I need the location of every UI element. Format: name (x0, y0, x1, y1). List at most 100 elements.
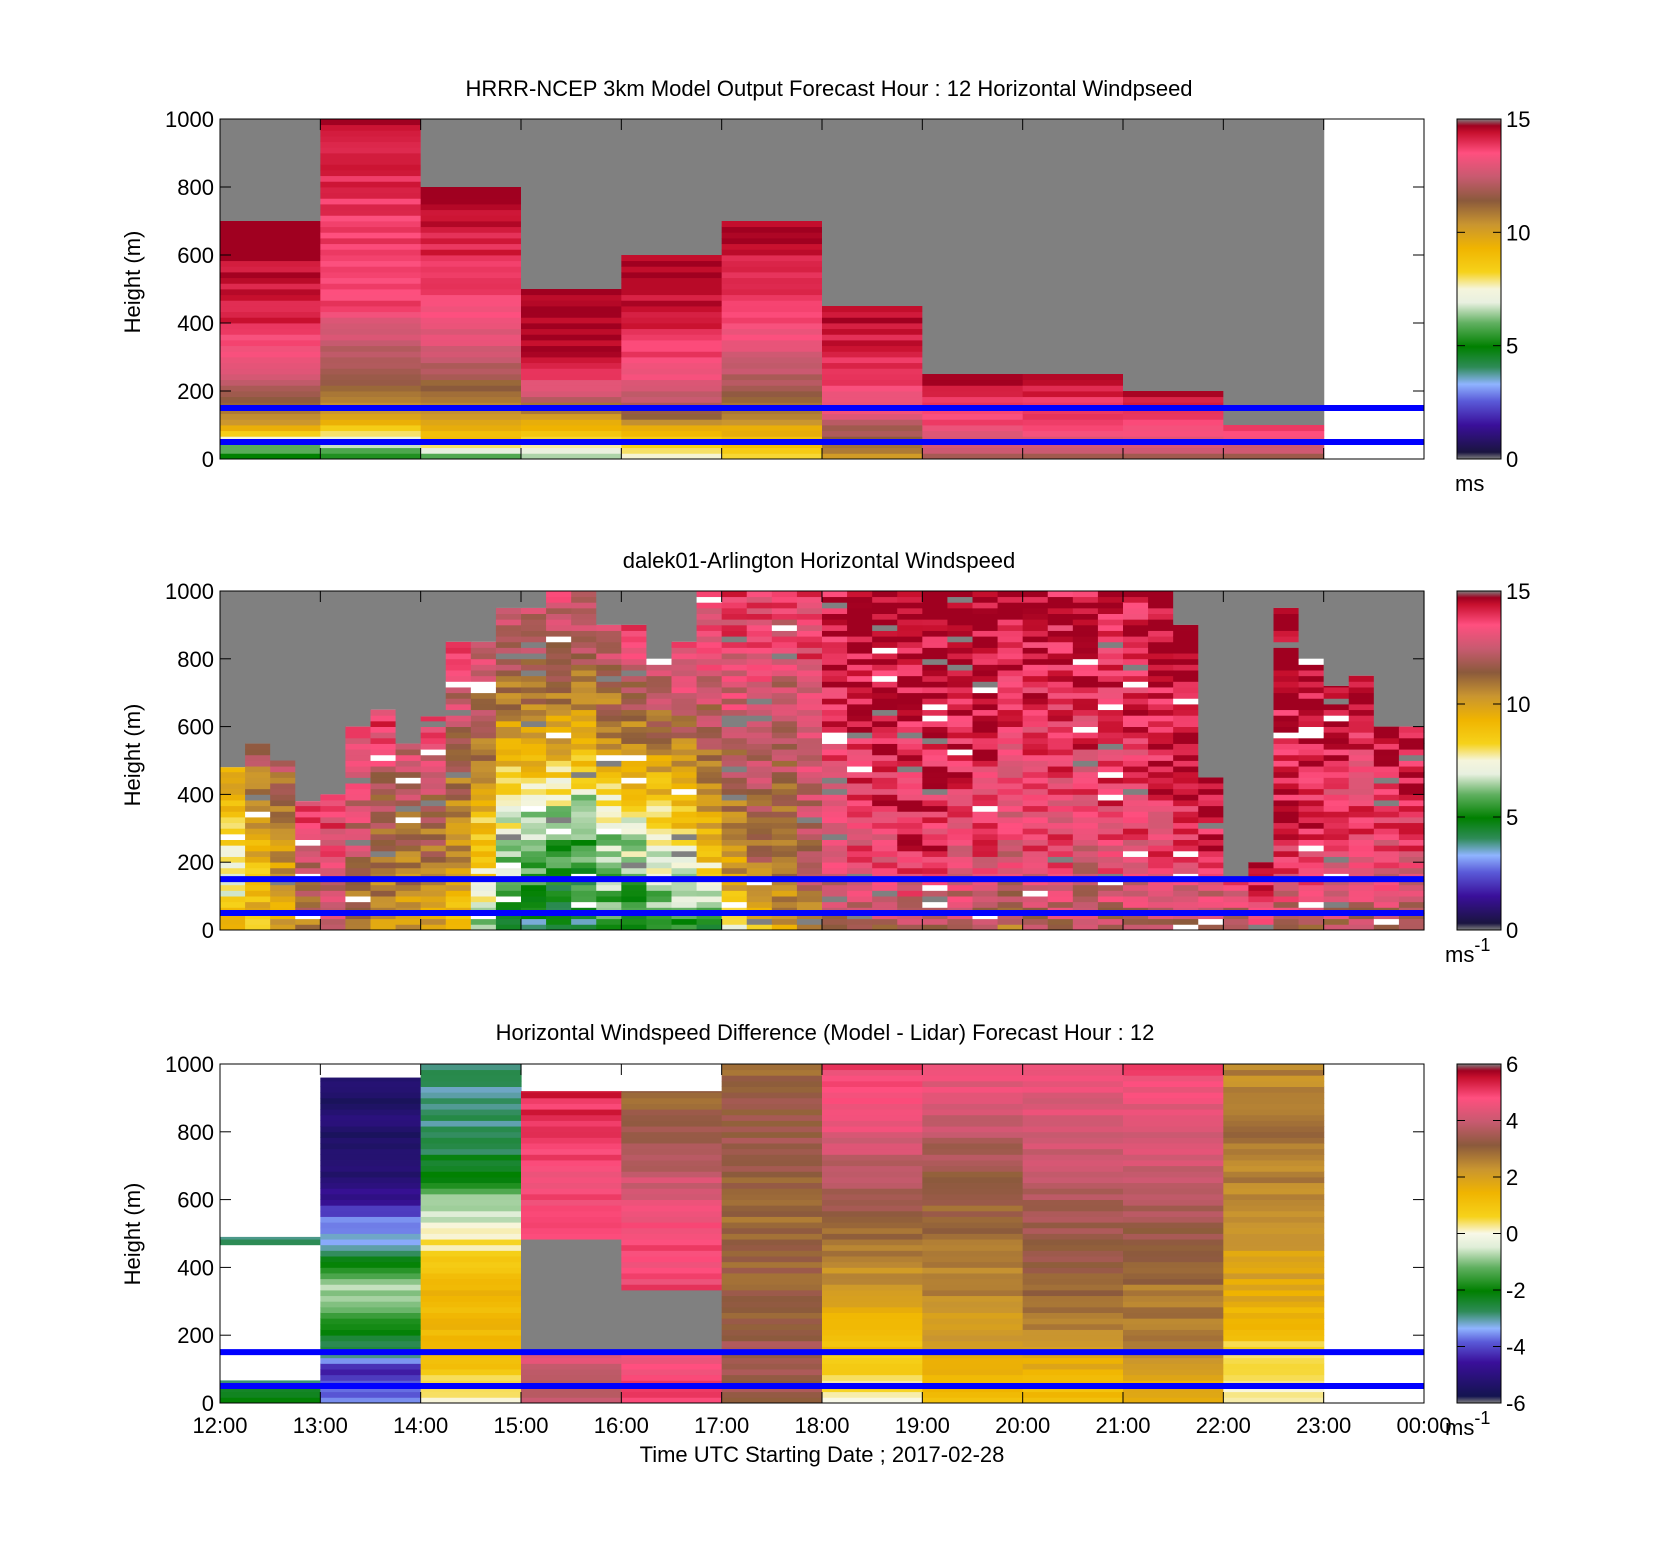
heatmap-cell (521, 743, 547, 750)
heatmap-cell (596, 743, 622, 750)
heatmap-cell (721, 413, 823, 420)
heatmap-cell (220, 243, 321, 250)
heatmap-cell (1047, 641, 1074, 648)
heatmap-cell (470, 698, 497, 705)
missing-data-cell (796, 918, 823, 925)
heatmap-cell (822, 334, 923, 341)
heatmap-cell (922, 1154, 1024, 1161)
heatmap-cell (822, 1097, 923, 1104)
heatmap-cell (220, 783, 246, 790)
heatmap-cell (220, 277, 321, 284)
heatmap-cell (245, 800, 271, 807)
heatmap-cell (1148, 670, 1174, 677)
heatmap-cell (320, 323, 422, 330)
heatmap-cell (420, 732, 447, 739)
heatmap-cell (796, 794, 823, 801)
missing-data-cell (495, 896, 522, 903)
heatmap-cell (621, 737, 648, 744)
heatmap-cell (922, 1177, 1024, 1184)
heatmap-cell (445, 698, 472, 705)
heatmap-cell (771, 817, 798, 824)
heatmap-cell (822, 720, 848, 727)
heatmap-cell (696, 918, 723, 925)
heatmap-cell (922, 413, 1024, 420)
heatmap-cell (1348, 811, 1375, 818)
heatmap-cell (646, 867, 673, 874)
heatmap-cell (1022, 901, 1049, 908)
heatmap-cell (420, 334, 522, 341)
heatmap-cell (1022, 766, 1049, 773)
heatmap-cell (220, 357, 321, 364)
missing-data-cell (546, 817, 572, 824)
heatmap-cell (220, 294, 321, 301)
heatmap-cell (922, 1216, 1024, 1223)
missing-data-cell (1173, 850, 1199, 857)
heatmap-cell (721, 1148, 823, 1155)
heatmap-cell (746, 800, 773, 807)
heatmap-cell (320, 385, 422, 392)
heatmap-cell (1123, 1312, 1224, 1319)
heatmap-cell (671, 675, 698, 682)
heatmap-cell (922, 1120, 1024, 1127)
heatmap-cell (270, 766, 296, 773)
heatmap-cell (1123, 1160, 1224, 1167)
heatmap-cell (1398, 924, 1425, 931)
heatmap-cell (370, 805, 397, 812)
heatmap-cell (746, 805, 773, 812)
heatmap-cell (847, 879, 873, 886)
missing-data-cell (721, 720, 748, 727)
heatmap-cell (495, 879, 522, 886)
heatmap-cell (1123, 396, 1224, 403)
heatmap-cell (822, 918, 848, 925)
heatmap-cell (320, 1323, 422, 1330)
heatmap-cell (521, 379, 622, 386)
heatmap-cell (1323, 754, 1350, 761)
heatmap-cell (947, 913, 974, 920)
heatmap-cell (345, 811, 372, 818)
heatmap-cell (596, 896, 622, 903)
heatmap-cell (1323, 726, 1350, 733)
heatmap-cell (546, 591, 572, 598)
heatmap-cell (1398, 884, 1425, 891)
heatmap-cell (621, 1154, 723, 1161)
heatmap-cell (521, 368, 622, 375)
heatmap-cell (822, 760, 848, 767)
heatmap-cell (1022, 1363, 1124, 1370)
heatmap-cell (546, 692, 572, 699)
heatmap-cell (1298, 913, 1325, 920)
heatmap-cell (495, 687, 522, 694)
heatmap-cell (621, 408, 723, 415)
heatmap-cell (370, 862, 397, 869)
heatmap-cell (220, 311, 321, 318)
heatmap-cell (746, 653, 773, 660)
heatmap-cell (320, 1261, 422, 1268)
heatmap-cell (220, 374, 321, 381)
heatmap-cell (270, 918, 296, 925)
heatmap-cell (646, 918, 673, 925)
heatmap-cell (1148, 647, 1174, 654)
heatmap-cell (1022, 630, 1049, 637)
heatmap-cell (1323, 879, 1350, 886)
heatmap-cell (822, 1103, 923, 1110)
heatmap-cell (796, 800, 823, 807)
heatmap-cell (370, 856, 397, 863)
heatmap-cell (897, 890, 923, 897)
heatmap-cell (721, 647, 748, 654)
heatmap-cell (696, 760, 723, 767)
missing-data-cell (495, 653, 522, 660)
heatmap-cell (1148, 743, 1174, 750)
heatmap-cell (395, 862, 422, 869)
heatmap-cell (521, 1210, 622, 1217)
heatmap-cell (696, 670, 723, 677)
heatmap-cell (721, 788, 748, 795)
heatmap-cell (1173, 811, 1199, 818)
heatmap-cell (521, 890, 547, 897)
heatmap-cell (521, 396, 622, 403)
heatmap-cell (822, 379, 923, 386)
heatmap-cell (1022, 1086, 1124, 1093)
heatmap-cell (1022, 1148, 1124, 1155)
x-tick-label: 00:00 (1396, 1413, 1451, 1438)
heatmap-cell (445, 754, 472, 761)
heatmap-cell (1148, 833, 1174, 840)
heatmap-cell (1273, 822, 1300, 829)
